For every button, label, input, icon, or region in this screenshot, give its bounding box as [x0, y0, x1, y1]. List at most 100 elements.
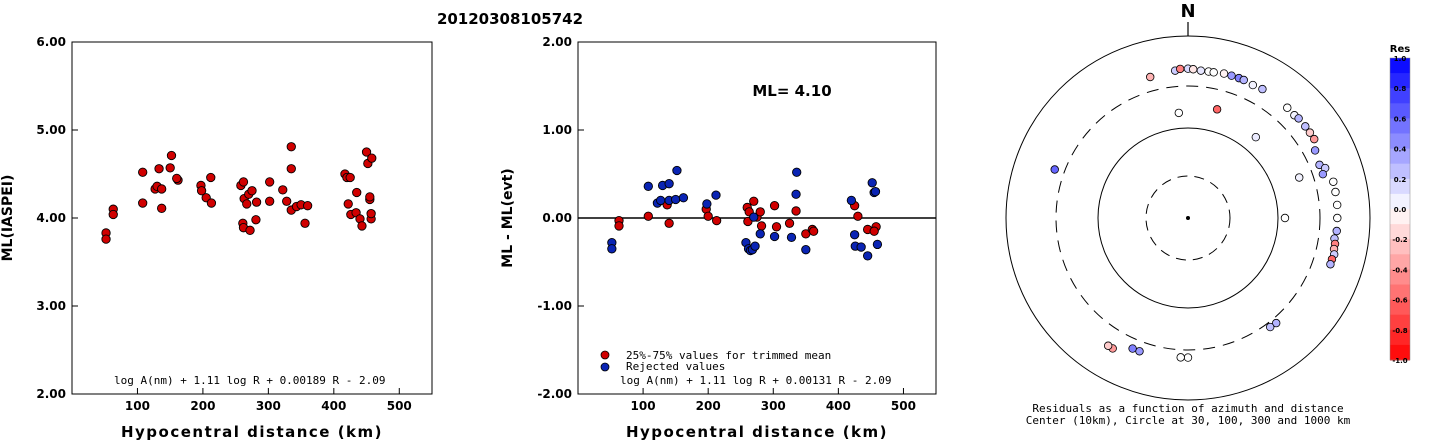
station-point [1174, 108, 1184, 118]
x-tick-label: 200 [696, 399, 721, 413]
polar-caption-line2: Center (10km), Circle at 30, 100, 300 an… [1026, 414, 1351, 427]
x-tick-label: 400 [826, 399, 851, 413]
data-point [678, 193, 689, 203]
data-point [853, 211, 863, 221]
data-point [345, 172, 355, 183]
data-point [300, 218, 310, 228]
colorbar-cell [1390, 329, 1410, 346]
colorbar-cell [1390, 284, 1410, 301]
data-point [711, 215, 722, 226]
colorbar-cell [1390, 163, 1410, 180]
colorbar-tick-label: -0.6 [1392, 297, 1407, 305]
data-point [154, 164, 164, 174]
middle-x-axis-label: Hypocentral distance (km) [626, 423, 888, 441]
colorbar-title: Res [1390, 44, 1410, 55]
data-point [138, 198, 148, 208]
data-point [251, 215, 261, 225]
data-point [367, 153, 377, 163]
left-x-ticks: 100 200 300 400 500 [125, 388, 412, 413]
circle-30km [1145, 175, 1231, 261]
middle-y-axis-label: ML - ML(evt) [500, 168, 516, 267]
station-point [1318, 169, 1328, 179]
station-point [1333, 213, 1342, 223]
data-point [664, 218, 674, 228]
circle-1000km [1005, 35, 1371, 401]
data-point [791, 206, 801, 216]
station-point [1295, 173, 1304, 182]
station-point [1103, 341, 1113, 350]
left-points [101, 142, 377, 244]
station-point [1175, 64, 1185, 74]
colorbar-cell [1390, 88, 1410, 104]
left-formula: log A(nm) + 1.11 log R + 0.00189 R - 2.0… [114, 374, 386, 387]
station-point [1227, 71, 1236, 80]
colorbar-tick-label: -1.0 [1392, 357, 1407, 365]
x-tick-label: 100 [125, 399, 150, 413]
data-point [786, 232, 797, 243]
station-point [1283, 103, 1292, 112]
data-point [242, 199, 252, 209]
station-point [1332, 200, 1342, 210]
x-tick-label: 300 [256, 399, 281, 413]
station-point [1219, 69, 1229, 78]
station-point [1050, 165, 1059, 174]
legend-label-trimmed: 25%-75% values for trimmed mean [626, 349, 831, 362]
y-tick-label: 3.00 [36, 299, 66, 313]
station-point [1188, 65, 1198, 74]
data-point [808, 226, 819, 236]
data-point [769, 231, 780, 242]
station-point [1310, 134, 1319, 144]
station-point [1146, 72, 1155, 82]
data-point [278, 185, 288, 195]
data-point [157, 203, 167, 213]
middle-points [607, 165, 883, 261]
middle-formula: log A(nm) + 1.11 log R + 0.00131 R - 2.0… [620, 374, 892, 387]
colorbar-cells [1390, 58, 1410, 361]
colorbar-tick-label: 0.8 [1394, 85, 1407, 93]
station-point [1265, 322, 1275, 332]
colorbar-cell [1390, 239, 1410, 255]
ml-value: ML= 4.10 [752, 82, 831, 100]
station-point [1280, 213, 1290, 223]
data-point [784, 218, 795, 228]
circle-100km [1097, 127, 1279, 309]
station-point [1239, 75, 1248, 85]
data-point [251, 197, 262, 207]
data-point [656, 195, 666, 206]
legend-marker-rejected [600, 362, 610, 372]
station-point [1258, 84, 1267, 94]
legend-marker-trimmed [600, 350, 610, 360]
colorbar-tick-label: 1.0 [1394, 55, 1407, 63]
colorbar-cell [1390, 178, 1410, 195]
x-tick-label: 100 [631, 399, 656, 413]
station-point [1301, 122, 1310, 131]
data-point [302, 201, 313, 211]
colorbar-cell [1390, 209, 1410, 225]
data-point [769, 201, 780, 211]
colorbar-cell [1390, 254, 1410, 270]
data-point [755, 207, 765, 217]
data-point [791, 189, 801, 199]
polar-stations [1050, 64, 1342, 362]
data-point [166, 150, 177, 161]
y-tick-label: 0.00 [542, 211, 572, 225]
data-point [771, 222, 782, 232]
y-tick-label: 5.00 [36, 123, 66, 137]
colorbar-cell [1390, 118, 1410, 134]
data-point [101, 234, 111, 244]
y-tick-label: 2.00 [36, 387, 66, 401]
circle-300km [1055, 85, 1321, 351]
colorbar-cell [1390, 58, 1410, 74]
colorbar-tick-label: 0.2 [1394, 176, 1407, 184]
data-point [870, 186, 881, 197]
colorbar-cell [1390, 344, 1410, 361]
station-point [1212, 105, 1222, 114]
chart-left: 100 200 300 400 500 2.00 3.00 4.00 5.00 6.00 log… [0, 35, 433, 441]
station-point [1332, 226, 1341, 236]
data-point [282, 196, 292, 206]
data-point [643, 211, 653, 221]
data-point [157, 184, 167, 194]
data-point [238, 177, 249, 187]
colorbar-ticks: 1.0 0.8 0.6 0.4 0.2 0.0 -0.2 -0.4 -0.6 -0.8 -1.0 [1392, 55, 1407, 365]
